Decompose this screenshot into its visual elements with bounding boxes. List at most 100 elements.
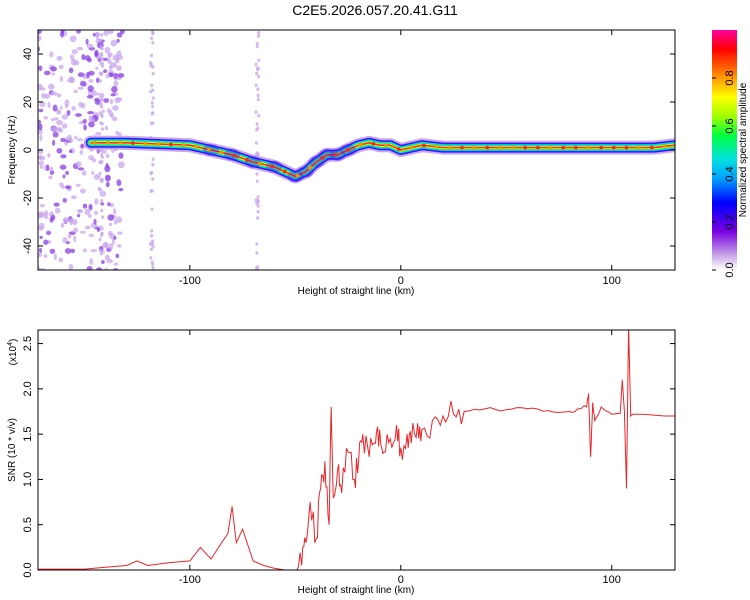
- speckle-mark: [89, 258, 94, 266]
- speckle-mark: [38, 160, 45, 166]
- ridge-spot: [131, 141, 135, 145]
- streak-mark: [99, 251, 103, 256]
- ridge-spot: [460, 145, 464, 150]
- snr-x-label: Height of straight line (km): [298, 585, 415, 596]
- streak-mark: [150, 228, 154, 233]
- speckle-mark: [70, 248, 76, 254]
- speckle-mark: [108, 243, 114, 250]
- speckle-mark: [38, 222, 45, 230]
- snr-ytick-label: 1.5: [22, 427, 34, 442]
- snr-ytick-label: 2.0: [22, 381, 34, 396]
- speckle-mark: [104, 125, 109, 131]
- spectrogram-ytick-label: -40: [22, 238, 34, 254]
- snr-axes: -100 0 100 0.0 0.5 1.0 1.5 2.0 2.5: [22, 330, 675, 586]
- speckle-mark: [80, 143, 84, 149]
- streak-mark: [151, 262, 155, 267]
- streak-mark: [256, 265, 260, 269]
- chart-title: C2E5.2026.057.20.41.G11: [292, 2, 458, 18]
- speckle-mark: [94, 210, 98, 216]
- speckle-mark: [47, 83, 55, 90]
- speckle-mark: [81, 53, 86, 61]
- ridge-blob: [224, 148, 241, 161]
- speckle-mark: [101, 260, 105, 264]
- ridge-spot: [485, 145, 490, 150]
- streak-mark: [257, 34, 261, 38]
- streak-mark: [149, 121, 153, 126]
- streak-mark: [257, 113, 261, 118]
- streak-mark: [98, 171, 102, 176]
- speckle-mark: [77, 167, 85, 171]
- streak-mark: [98, 79, 102, 83]
- ridge-spot: [498, 145, 502, 150]
- speckle-mark: [68, 218, 75, 224]
- speckle-mark: [86, 265, 93, 270]
- streak-mark: [98, 237, 102, 242]
- colorbar-gradient: [712, 30, 737, 270]
- streak-mark: [254, 110, 258, 114]
- speckle-mark: [61, 114, 68, 120]
- speckle-mark: [74, 135, 78, 140]
- speckle-mark: [44, 93, 50, 99]
- speckle-mark: [116, 32, 123, 38]
- speckle-mark: [79, 188, 86, 194]
- speckle-mark: [105, 181, 110, 188]
- speckle-mark: [51, 72, 55, 76]
- speckle-mark: [117, 231, 123, 235]
- snr-y-multiplier: (x104): [7, 339, 19, 366]
- snr-y-multiplier-close: ): [8, 339, 19, 342]
- streak-mark: [151, 265, 155, 270]
- speckle-mark: [111, 116, 118, 122]
- streak-mark: [150, 233, 154, 238]
- speckle-mark: [57, 127, 64, 133]
- speckle-mark: [47, 152, 51, 158]
- speckle-mark: [52, 104, 58, 112]
- speckle-mark: [49, 166, 54, 172]
- speckle-mark: [103, 30, 109, 36]
- speckle-mark: [60, 154, 67, 159]
- speckle-mark: [61, 123, 68, 129]
- speckle-mark: [47, 239, 52, 244]
- speckle-mark: [56, 148, 63, 154]
- streak-mark: [151, 104, 155, 109]
- speckle-mark: [43, 216, 49, 220]
- streak-mark: [151, 244, 155, 249]
- speckle-mark: [58, 257, 64, 263]
- ridge-spot: [346, 148, 350, 152]
- streak-mark: [254, 83, 258, 88]
- ridge-spot: [586, 145, 591, 150]
- speckle-mark: [77, 72, 85, 78]
- streak-mark: [100, 198, 104, 203]
- ridge-spot: [156, 142, 161, 146]
- snr-y-label: SNR (10 * v/v): [7, 418, 18, 482]
- speckle-mark: [111, 238, 115, 245]
- streak-mark: [98, 248, 102, 253]
- speckle-mark: [62, 217, 69, 224]
- colorbar-axes: 0.0 0.2 0.4 0.6 0.8: [712, 70, 736, 278]
- speckle-mark: [76, 138, 83, 142]
- ridge-blob: [287, 170, 304, 183]
- streak-mark: [257, 58, 261, 63]
- speckle-mark: [46, 230, 52, 236]
- speckle-mark: [86, 71, 90, 79]
- streak-mark: [151, 31, 155, 36]
- speckle-mark: [95, 77, 100, 83]
- ridge-spot: [257, 161, 262, 166]
- ridge-spot: [384, 143, 388, 147]
- streak-mark: [150, 53, 154, 58]
- speckle-mark: [82, 118, 87, 124]
- streak-mark: [256, 198, 260, 202]
- speckle-mark: [68, 263, 74, 270]
- speckle-mark: [51, 126, 58, 133]
- speckle-mark: [77, 86, 84, 90]
- speckle-mark: [103, 69, 108, 73]
- streak-mark: [100, 114, 104, 118]
- ridge-spot: [612, 145, 616, 150]
- streak-mark: [151, 157, 155, 162]
- streak-mark: [255, 66, 259, 71]
- ridge-spot: [523, 145, 528, 150]
- streak-mark: [256, 97, 260, 102]
- speckle-mark: [116, 50, 122, 56]
- speckle-mark: [71, 49, 78, 55]
- speckle-mark: [73, 235, 77, 243]
- ridge-blob: [266, 160, 283, 173]
